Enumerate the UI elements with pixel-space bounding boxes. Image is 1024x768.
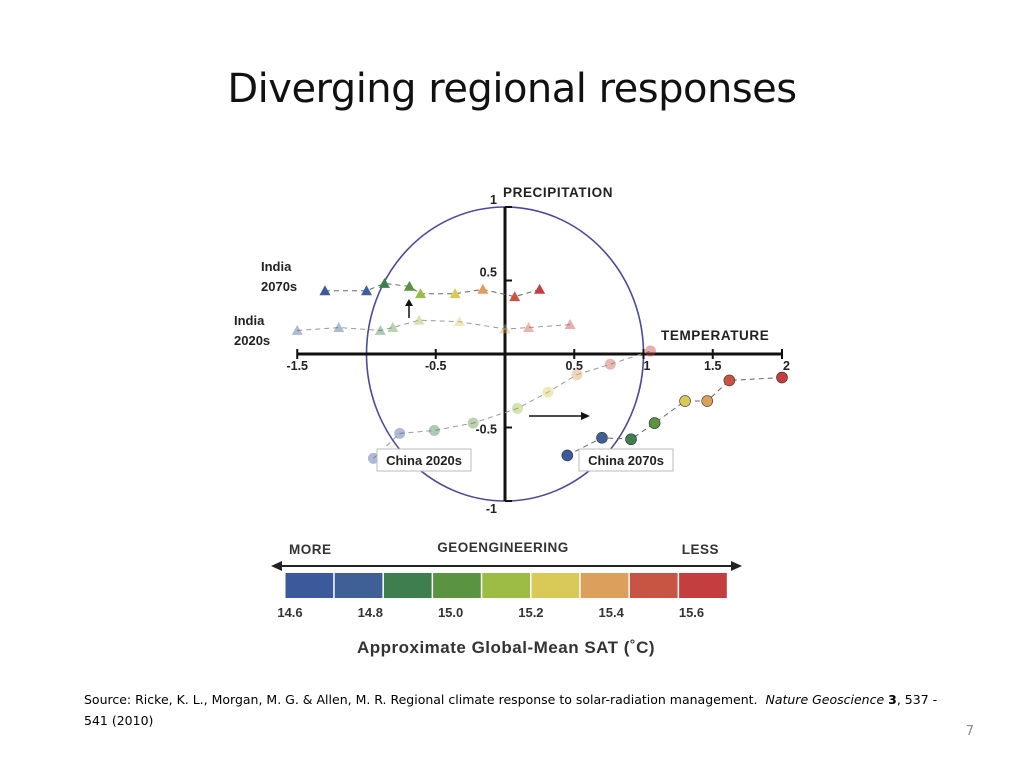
india-2070s-point xyxy=(509,291,521,302)
colorbar-swatch xyxy=(285,573,334,598)
china-2020s-point xyxy=(604,358,616,370)
y-tick-label: -1 xyxy=(486,502,497,516)
source-text: Source: Ricke, K. L., Morgan, M. G. & Al… xyxy=(84,692,758,707)
journal-volume: 3 xyxy=(888,692,897,707)
china-2070s-point xyxy=(776,371,788,384)
china-2070s-point xyxy=(723,374,736,387)
india-2070s-point xyxy=(449,288,461,299)
india-2070s-point xyxy=(379,277,391,288)
x-tick-label: 1 xyxy=(644,359,651,373)
x-tick-label: 2 xyxy=(783,359,790,373)
colorbar-swatch xyxy=(531,573,580,598)
slide-title: Diverging regional responses xyxy=(227,66,797,112)
india-2020s-point xyxy=(453,316,465,327)
india-2020s-point xyxy=(523,322,535,332)
colorbar-swatch xyxy=(433,573,481,598)
colorbar-tick-label: 15.6 xyxy=(679,605,704,620)
india-2020s-point xyxy=(374,324,386,335)
india-2020s-label-line1: India xyxy=(234,313,265,328)
india-2070s-point xyxy=(477,283,489,294)
china-2070s-point xyxy=(648,417,661,429)
china-2020s-point xyxy=(542,386,554,398)
x-axis-title: TEMPERATURE xyxy=(661,328,769,343)
china-2070s-point xyxy=(679,395,691,407)
china-2020s-point xyxy=(644,345,656,357)
china-2070s-point xyxy=(561,449,574,462)
india-2020s-label-line2: 2020s xyxy=(234,333,270,348)
india-2020s-point xyxy=(333,322,345,332)
india-2020s-point xyxy=(564,319,576,329)
china-shift-arrowhead xyxy=(581,412,590,420)
colorbar-swatch xyxy=(482,573,530,598)
colorbar-swatch xyxy=(679,573,727,598)
china-2070s-label-box xyxy=(578,448,674,472)
colorbar-arrowhead-right xyxy=(731,561,742,571)
india-shift-arrowhead xyxy=(405,299,413,306)
china-2070s-point xyxy=(701,395,714,407)
chart: PRECIPITATION TEMPERATURE -1.5 -0.5 0.5 1 1.5 2… xyxy=(234,185,790,657)
india-2020s-point xyxy=(499,323,511,334)
colorbar-swatch xyxy=(334,573,383,598)
colorbar-tick-label: 15.0 xyxy=(438,605,463,620)
india-2070s-point xyxy=(415,288,427,299)
china-2020s-point xyxy=(394,427,406,439)
page-number: 7 xyxy=(965,724,974,739)
china-2020s-line xyxy=(373,350,651,459)
india-2070s-point xyxy=(319,285,331,296)
journal-name: Nature Geoscience xyxy=(765,692,885,707)
colorbar-swatch xyxy=(383,573,432,598)
colorbar-left-label: MORE xyxy=(289,542,332,557)
colorbar-tick-label: 14.8 xyxy=(358,605,383,620)
india-2020s-point xyxy=(413,314,425,325)
india-2070s-label-line1: India xyxy=(261,259,292,274)
india-2020s-line xyxy=(297,319,571,331)
colorbar-tick-label: 15.2 xyxy=(518,605,543,620)
colorbar-title: GEOENGINEERING xyxy=(437,540,569,555)
india-2070s-line xyxy=(324,282,540,298)
source-citation: Source: Ricke, K. L., Morgan, M. G. & Al… xyxy=(84,689,944,731)
colorbar-swatch xyxy=(629,573,678,598)
x-tick-label: 0.5 xyxy=(566,359,583,373)
china-2070s-point xyxy=(625,433,637,446)
x-tick-label: -0.5 xyxy=(425,359,447,373)
india-2070s-point xyxy=(534,283,546,294)
journal-pages: , 537 - 541 (2010) xyxy=(84,692,938,728)
india-2070s-label-line2: 2070s xyxy=(261,279,297,294)
india-2020s-point xyxy=(387,322,399,332)
plot-area: PRECIPITATION TEMPERATURE -1.5 -0.5 0.5 1 1.5 2… xyxy=(234,185,790,516)
y-axis-title: PRECIPITATION xyxy=(503,185,613,200)
india-2070s-point xyxy=(361,285,372,296)
china-2020s-label: China 2020s xyxy=(386,453,462,468)
china-2020s-point xyxy=(367,452,379,464)
china-2020s-point xyxy=(428,424,440,436)
china-2020s-point xyxy=(511,402,523,414)
china-2070s-line xyxy=(567,377,783,456)
india-2020s-point xyxy=(291,324,303,335)
x-tick-label: -1.5 xyxy=(286,359,308,373)
colorbar-swatch xyxy=(580,573,629,598)
china-2070s-point xyxy=(596,431,608,444)
y-tick-label: 1 xyxy=(490,193,497,207)
colorbar-tick-label: 15.4 xyxy=(599,605,625,620)
china-2020s-label-box xyxy=(376,448,472,472)
china-2020s-point xyxy=(571,369,583,381)
colorbar: MORE GEOENGINEERING LESS 14.6 14.8 15.0 15.2 15… xyxy=(271,540,742,657)
colorbar-right-label: LESS xyxy=(682,542,719,557)
india-2070s-point xyxy=(403,280,415,291)
china-2020s-point xyxy=(467,417,479,429)
y-tick-label: -0.5 xyxy=(475,423,497,437)
x-tick-label: 1.5 xyxy=(704,359,721,373)
colorbar-tick-label: 14.6 xyxy=(277,605,302,620)
colorbar-axis-label: Approximate Global-Mean SAT (˚C) xyxy=(357,638,655,657)
china-2070s-label: China 2070s xyxy=(588,453,664,468)
y-tick-label: 0.5 xyxy=(480,266,497,280)
colorbar-arrowhead-left xyxy=(271,561,282,571)
